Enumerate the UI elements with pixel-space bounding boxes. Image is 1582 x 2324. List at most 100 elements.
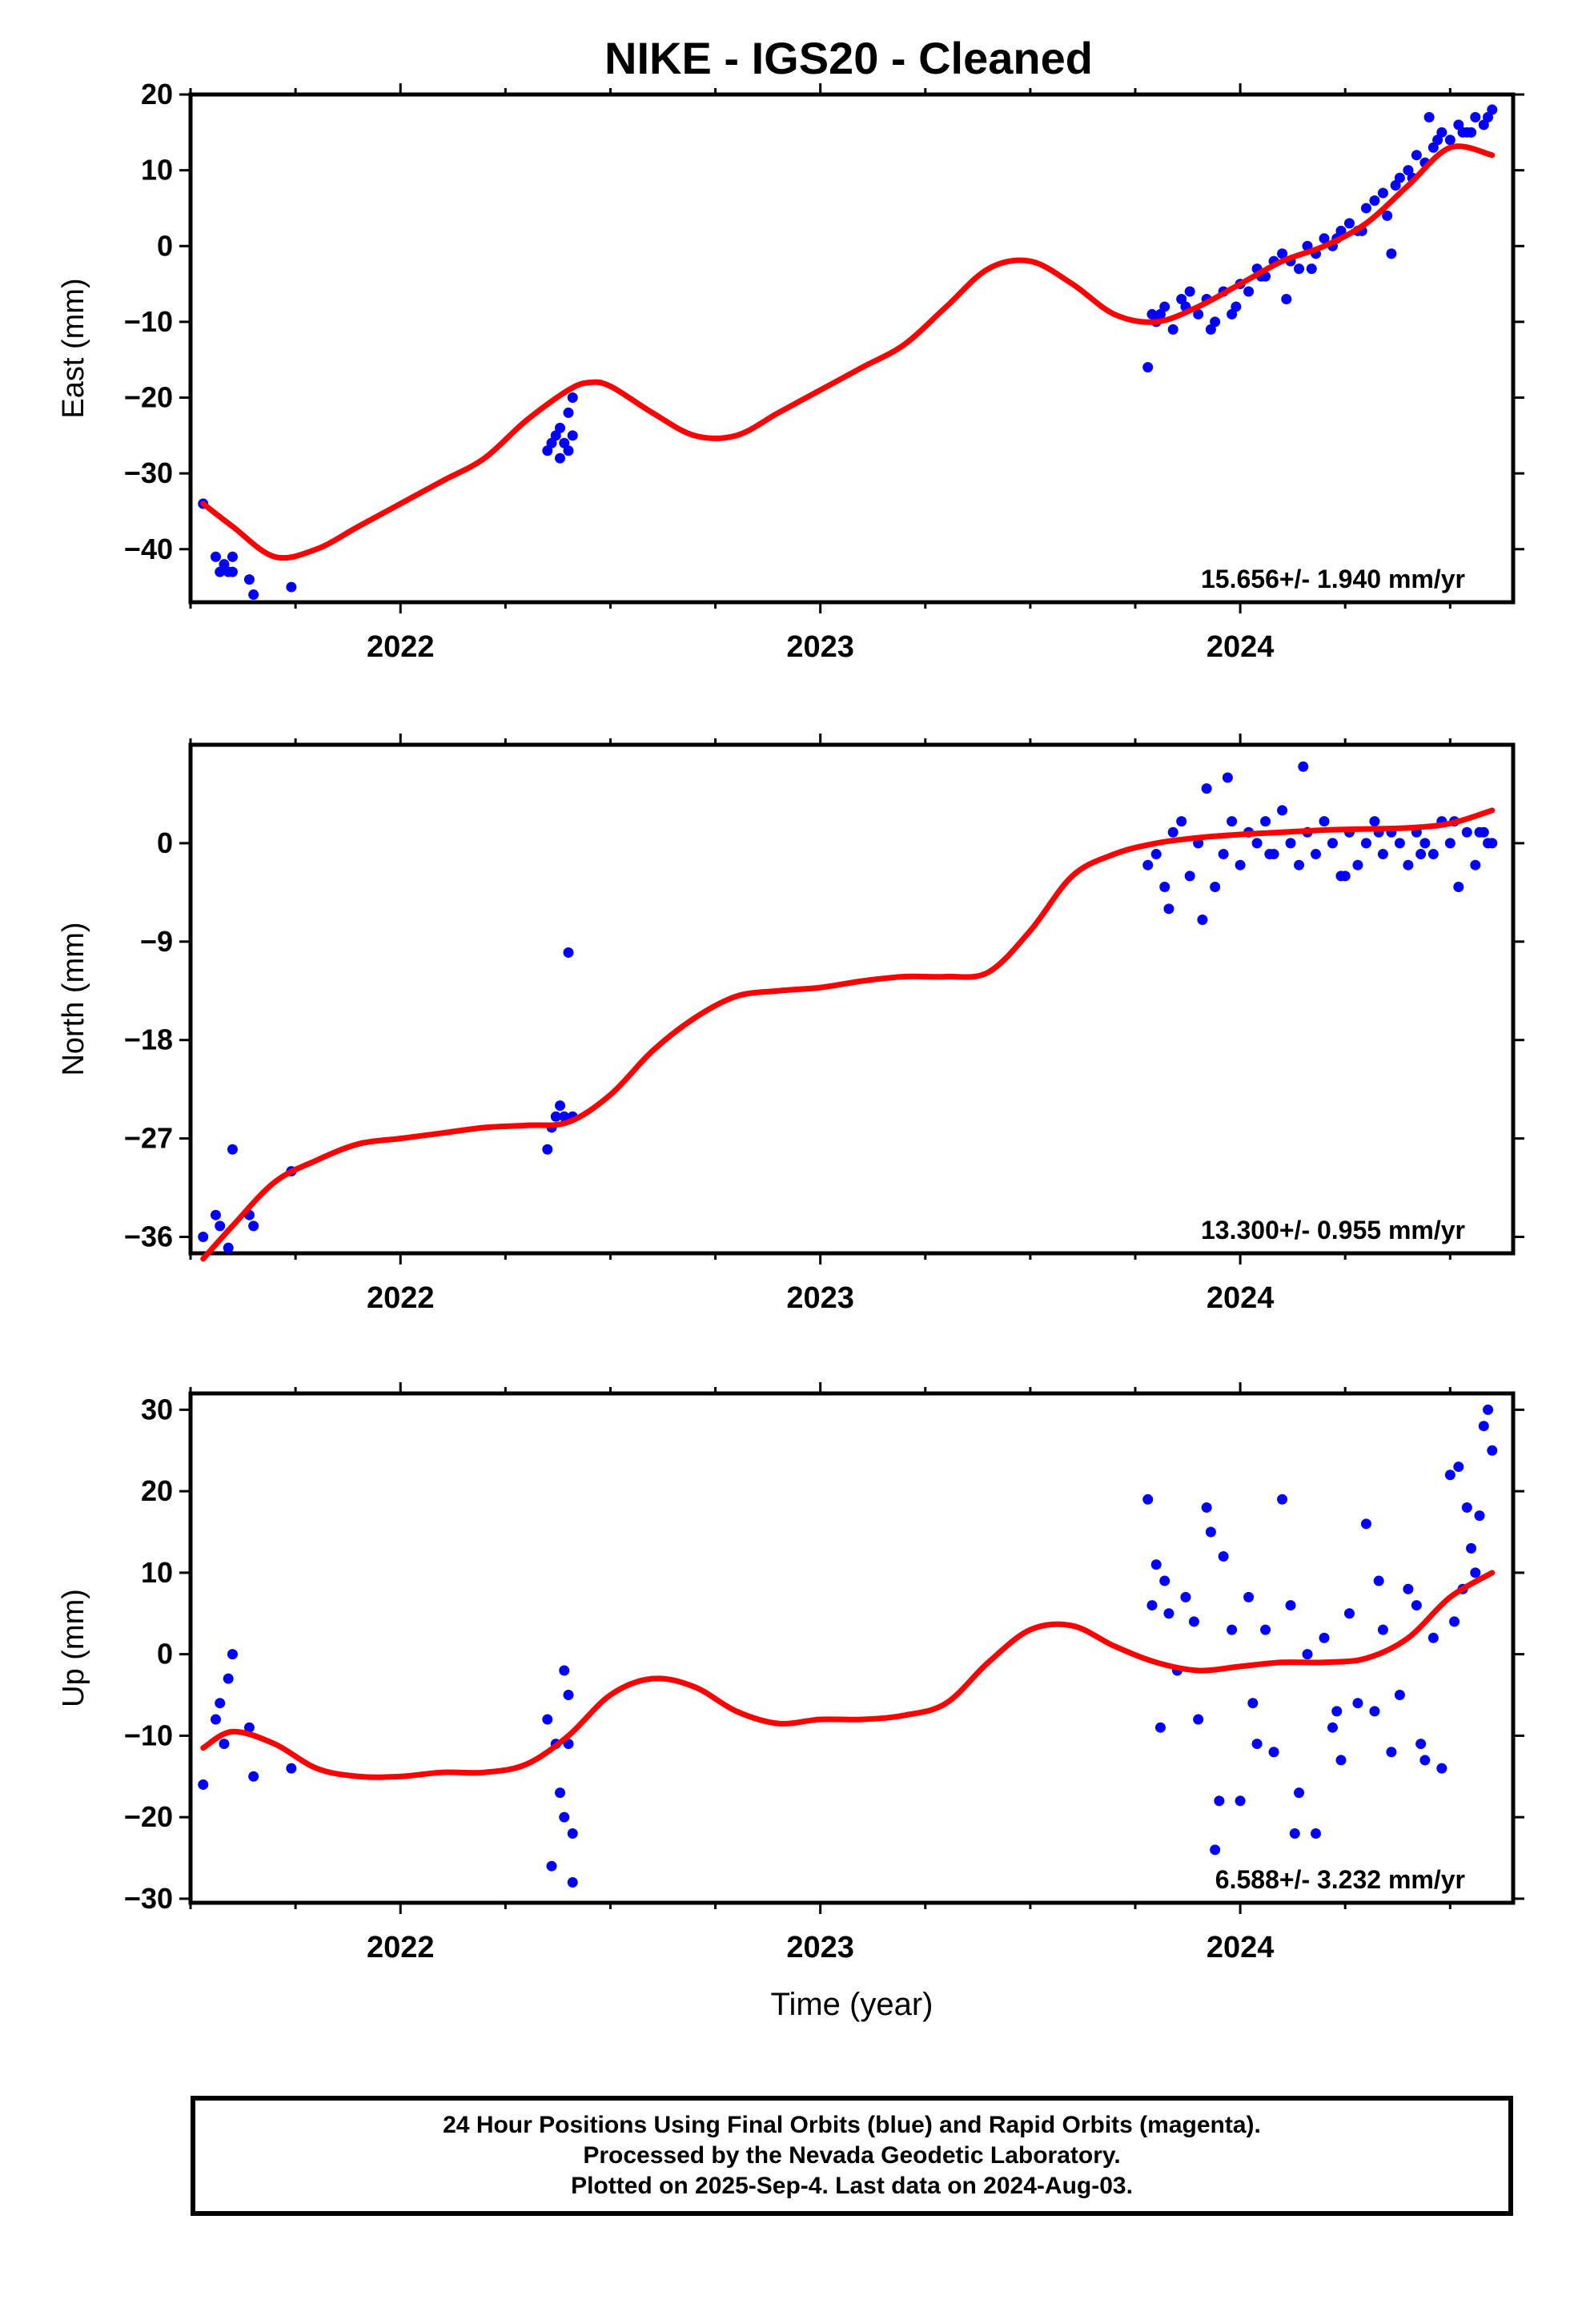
panel-1-data-point — [1205, 324, 1216, 335]
panel-1-data-point — [215, 566, 226, 577]
panel-2-data-point — [215, 1220, 226, 1232]
panel-3-data-point — [1154, 1722, 1166, 1733]
panel-1-data-point — [555, 422, 566, 433]
panel-3-data-point — [1311, 1828, 1322, 1839]
panel-2-data-point — [198, 1232, 209, 1243]
panel-3-data-point — [1487, 1445, 1498, 1456]
footer-line-1: 24 Hour Positions Using Final Orbits (bl… — [443, 2112, 1261, 2138]
panel-1-data-point — [248, 589, 259, 601]
panel-3-data-point — [1235, 1795, 1246, 1807]
panel-1-ytick-label: −10 — [124, 305, 173, 338]
panel-3-data-point — [1394, 1690, 1405, 1701]
panel-1-data-point — [227, 566, 238, 577]
panel-3-data-point — [1159, 1575, 1170, 1586]
panel-3-data-point — [1461, 1502, 1472, 1513]
panel-2-data-point — [1319, 816, 1330, 827]
panel-2-data-point — [1159, 882, 1170, 893]
panel-3-data-point — [1289, 1828, 1300, 1839]
panel-2-data-point — [1277, 805, 1288, 816]
panel-1-frame — [188, 92, 1516, 605]
panel-1-data-point — [1360, 203, 1371, 214]
panel-3-ytick-label: 0 — [157, 1638, 173, 1671]
panel-1-ytick-label: −30 — [124, 456, 173, 489]
panel-1-data-point — [1176, 293, 1187, 304]
panel-3-y-axis-label: Up (mm) — [57, 1589, 90, 1707]
panel-1-data-point — [1154, 308, 1166, 320]
panel-3-data-point — [1294, 1787, 1305, 1799]
panel-3-data-point — [1218, 1551, 1229, 1562]
panel-1-xtick-label: 2023 — [786, 630, 854, 664]
panel-2-data-point — [223, 1242, 234, 1253]
panel-3-data-point — [1150, 1559, 1162, 1570]
panel-2-data-point — [1184, 870, 1195, 882]
panel-2-data-point — [1339, 870, 1351, 882]
panel-1-data-point — [1377, 187, 1388, 199]
panel-1-data-point — [1394, 172, 1405, 183]
panel-1-data-point — [286, 581, 297, 593]
footer-line-2: Processed by the Nevada Geodetic Laborat… — [583, 2142, 1121, 2169]
panel-1-ytick-label: 10 — [141, 154, 173, 187]
panel-3-data-point — [248, 1771, 259, 1782]
panel-3-data-point — [1201, 1502, 1212, 1513]
panel-1-data-point — [1411, 150, 1422, 161]
panel-3-data-point — [1214, 1795, 1225, 1807]
panel-1-xtick-label: 2022 — [367, 630, 435, 664]
panel-2-data-point — [1142, 859, 1154, 870]
panel-2-data-point — [1163, 903, 1174, 915]
panel-1-data-point — [1167, 324, 1178, 335]
panel-3-ytick-label: −30 — [124, 1882, 173, 1915]
panel-3-data-point — [1285, 1600, 1296, 1611]
panel-3-data-point — [1470, 1567, 1481, 1578]
panel-1-data-point — [555, 452, 566, 464]
panel-3-ytick-label: 20 — [141, 1474, 173, 1507]
panel-2-data-point — [1210, 882, 1221, 893]
panel-3-data-point — [1331, 1706, 1343, 1717]
panel-2-data-point — [1453, 882, 1464, 893]
panel-1-ytick-label: 0 — [157, 229, 173, 262]
panel-2-rate-label: 13.300+/- 0.955 mm/yr — [1201, 1216, 1465, 1244]
panel-1-ytick-label: −40 — [124, 533, 173, 565]
panel-2-data-point — [563, 947, 574, 958]
panel-3-data-point — [223, 1673, 234, 1684]
panel-3-data-point — [1419, 1755, 1431, 1766]
panel-3-data-point — [1343, 1608, 1355, 1619]
panel-1-ytick-label: −20 — [124, 381, 173, 414]
panel-3-data-point — [1466, 1542, 1477, 1554]
panel-2-data-point — [1201, 783, 1212, 794]
panel-1-data-point — [1159, 301, 1170, 312]
panel-2-data-point — [1218, 849, 1229, 860]
panel-1-data-point — [1335, 225, 1347, 236]
panel-3-data-point — [1163, 1608, 1174, 1619]
panel-1-data-point — [1487, 104, 1498, 115]
panel-1-xtick-label: 2024 — [1207, 630, 1275, 664]
panel-1-rate-label: 15.656+/- 1.940 mm/yr — [1201, 565, 1465, 593]
panel-1-data-point — [1457, 127, 1468, 138]
panel-3-data-point — [542, 1714, 553, 1725]
chart-title: NIKE - IGS20 - Cleaned — [604, 33, 1093, 83]
panel-2-data-point — [1294, 859, 1305, 870]
panel-1-data-point — [542, 445, 553, 456]
panel-1-data-point — [1319, 233, 1330, 244]
panel-3-data-point — [1411, 1600, 1422, 1611]
panel-3-data-point — [1377, 1624, 1388, 1635]
panel-3-data-point — [567, 1877, 578, 1888]
panel-1-data-point — [243, 574, 255, 585]
panel-1-data-point — [1382, 210, 1393, 221]
panel-3-data-point — [1444, 1470, 1456, 1481]
panel-3-data-point — [1335, 1755, 1347, 1766]
panel-1-data-point — [1146, 308, 1158, 320]
panel-3-data-point — [1251, 1739, 1263, 1750]
panel-3-data-point — [563, 1690, 574, 1701]
panel-1-data-point — [1444, 135, 1456, 146]
panel-3-data-point — [1302, 1649, 1313, 1660]
panel-3-xtick-label: 2022 — [367, 1931, 435, 1964]
panel-1-data-point — [1390, 180, 1401, 191]
panel-1-data-point — [1403, 165, 1414, 176]
panel-3-data-point — [1146, 1600, 1158, 1611]
panel-1-data-point — [1277, 248, 1288, 259]
panel-3-data-point — [555, 1787, 566, 1799]
panel-1-data-point — [1386, 248, 1397, 259]
panel-1-data-point — [1483, 111, 1494, 123]
panel-1-data-point — [1453, 119, 1464, 131]
